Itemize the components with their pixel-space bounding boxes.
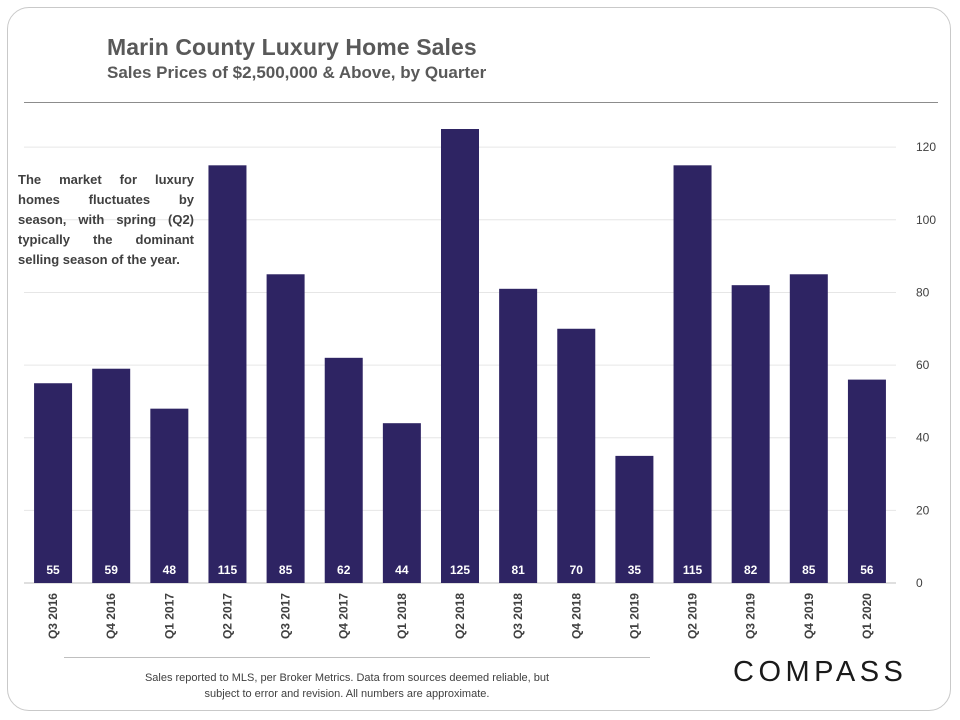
bar: [499, 288, 538, 583]
bar: [34, 383, 73, 583]
y-axis-ticks: 0 20 40 60 80 100 120: [916, 140, 936, 590]
x-tick-label: Q4 2017: [337, 593, 351, 639]
compass-logo: COMPASS: [733, 656, 908, 688]
x-tick-label: Q2 2019: [686, 593, 700, 639]
title-divider: [24, 102, 938, 103]
bar: [266, 274, 305, 583]
y-tick-label: 40: [916, 431, 930, 445]
data-label: 62: [337, 563, 351, 577]
footnote-divider: [64, 657, 650, 658]
y-tick-label: 0: [916, 576, 923, 590]
bar: [847, 379, 886, 583]
y-tick-label: 60: [916, 358, 930, 372]
chart-annotation: The market for luxury homes fluctuates b…: [18, 172, 194, 267]
data-label: 59: [105, 563, 119, 577]
x-tick-label: Q2 2018: [453, 593, 467, 639]
bar: [557, 328, 596, 583]
data-label: 115: [683, 563, 703, 577]
bar: [441, 129, 479, 583]
bars: [34, 129, 886, 583]
bar: [615, 455, 654, 583]
x-tick-label: Q4 2019: [802, 593, 816, 639]
x-tick-label: Q4 2018: [569, 593, 583, 639]
footnote-line-1: Sales reported to MLS, per Broker Metric…: [144, 672, 550, 684]
slide-frame: [7, 7, 951, 711]
bar: [208, 165, 247, 583]
y-tick-label: 100: [916, 213, 936, 227]
data-label: 85: [279, 563, 293, 577]
data-label: 48: [163, 563, 177, 577]
data-label: 82: [744, 563, 758, 577]
chart-title: Marin County Luxury Home Sales: [107, 34, 477, 60]
bar: [731, 285, 770, 583]
data-label: 125: [450, 563, 470, 577]
data-label: 44: [395, 563, 409, 577]
data-label: 115: [218, 563, 238, 577]
x-tick-label: Q1 2018: [395, 593, 409, 639]
data-label: 85: [802, 563, 816, 577]
y-tick-label: 120: [916, 140, 936, 154]
bar: [150, 408, 189, 583]
data-labels: 55 59 48 115 85 62 44 125 81 70 35 115 82 85 56: [46, 563, 874, 577]
footnote-line-2: subject to error and revision. All numbe…: [204, 688, 490, 700]
bar: [789, 274, 828, 583]
data-label: 81: [511, 563, 525, 577]
data-label: 56: [860, 563, 874, 577]
x-axis-ticks: Q3 2016 Q4 2016 Q1 2017 Q2 2017 Q3 2017 Q4 20…: [46, 593, 874, 639]
x-tick-label: Q3 2018: [511, 593, 525, 639]
x-tick-label: Q3 2016: [46, 593, 60, 639]
bar: [324, 357, 363, 583]
y-tick-label: 80: [916, 285, 930, 299]
x-tick-label: Q2 2017: [220, 593, 234, 639]
x-tick-label: Q4 2016: [104, 593, 118, 639]
bar: [92, 368, 131, 583]
x-tick-label: Q1 2020: [860, 593, 874, 639]
data-label: 35: [628, 563, 642, 577]
chart-subtitle: Sales Prices of $2,500,000 & Above, by Q…: [107, 63, 487, 82]
x-tick-label: Q1 2017: [162, 593, 176, 639]
x-tick-label: Q1 2019: [627, 593, 641, 639]
data-label: 70: [570, 563, 584, 577]
data-label: 55: [46, 563, 60, 577]
x-tick-label: Q3 2019: [744, 593, 758, 639]
y-tick-label: 20: [916, 503, 930, 517]
bar: [382, 423, 421, 583]
bar: [673, 165, 712, 583]
x-tick-label: Q3 2017: [279, 593, 293, 639]
footnote: Sales reported to MLS, per Broker Metric…: [64, 670, 630, 702]
